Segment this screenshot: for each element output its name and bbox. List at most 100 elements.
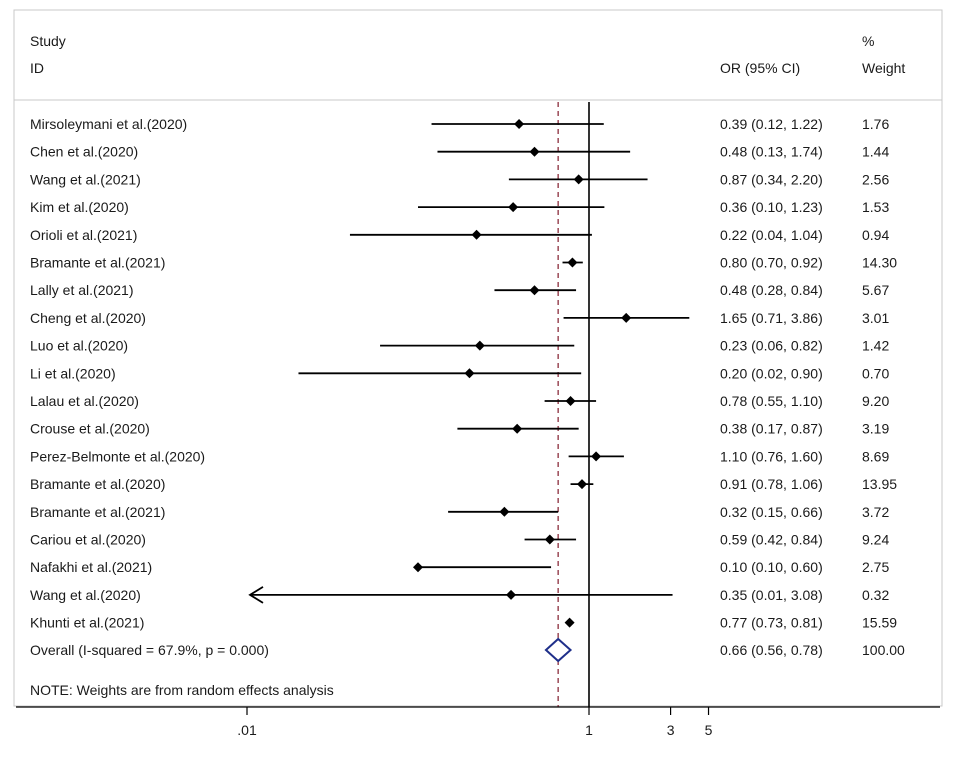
ci-text: 0.20 (0.02, 0.90) (720, 365, 823, 381)
study-row: Cariou et al.(2020) 0.59 (0.42, 0.84) 9.24 (30, 532, 889, 548)
point-estimate-marker (471, 229, 482, 240)
study-label: Cariou et al.(2020) (30, 532, 146, 548)
weight-text: 0.70 (862, 365, 889, 381)
header-study: Study (30, 33, 66, 49)
study-row: Bramante et al.(2021) 0.32 (0.15, 0.66) 3.… (30, 504, 889, 520)
weight-text: 0.94 (862, 227, 889, 243)
point-estimate-marker (529, 146, 540, 157)
ci-text: 0.23 (0.06, 0.82) (720, 338, 823, 354)
header-id: ID (30, 60, 44, 76)
study-label: Khunti et al.(2021) (30, 615, 144, 631)
ci-text: 0.10 (0.10, 0.60) (720, 559, 823, 575)
ci-text: 1.10 (0.76, 1.60) (720, 448, 823, 464)
study-label: Mirsoleymani et al.(2020) (30, 116, 187, 132)
weight-text: 1.44 (862, 144, 889, 160)
point-estimate-marker (544, 534, 555, 545)
ci-text: 0.35 (0.01, 3.08) (720, 587, 823, 603)
study-row: Li et al.(2020) 0.20 (0.02, 0.90) 0.70 (30, 365, 889, 381)
study-row: Crouse et al.(2020) 0.38 (0.17, 0.87) 3.19 (30, 421, 889, 437)
study-label: Li et al.(2020) (30, 365, 116, 381)
plot-frame (13, 9, 943, 707)
study-row: Nafakhi et al.(2021) 0.10 (0.10, 0.60) 2.7… (30, 559, 889, 575)
weight-text: 5.67 (862, 282, 889, 298)
weight-text: 8.69 (862, 448, 889, 464)
point-estimate-marker (514, 119, 525, 129)
point-estimate-marker (564, 617, 575, 628)
study-row: Kim et al.(2020) 0.36 (0.10, 1.23) 1.53 (30, 199, 889, 215)
ci-text: 0.38 (0.17, 0.87) (720, 421, 823, 437)
study-label: Perez-Belmonte et al.(2020) (30, 448, 205, 464)
x-ticks: .01 1 3 5 (237, 707, 713, 738)
study-label: Orioli et al.(2021) (30, 227, 137, 243)
study-label: Cheng et al.(2020) (30, 310, 146, 326)
study-row: Mirsoleymani et al.(2020) 0.39 (0.12, 1.2… (30, 116, 889, 132)
weight-text: 3.01 (862, 310, 889, 326)
ci-text: 0.87 (0.34, 2.20) (720, 171, 823, 187)
ci-text: 0.39 (0.12, 1.22) (720, 116, 823, 132)
overall-weight: 100.00 (862, 642, 905, 658)
ci-text: 0.48 (0.28, 0.84) (720, 282, 823, 298)
x-tick-label: 1 (585, 722, 593, 738)
point-estimate-marker (567, 257, 578, 268)
weight-text: 14.30 (862, 255, 897, 271)
study-label: Chen et al.(2020) (30, 144, 138, 160)
point-estimate-marker (512, 423, 523, 434)
header-weight: Weight (862, 60, 905, 76)
study-row: Lalau et al.(2020) 0.78 (0.55, 1.10) 9.20 (30, 393, 889, 409)
point-estimate-marker (591, 451, 602, 462)
study-row: Chen et al.(2020) 0.48 (0.13, 1.74) 1.44 (30, 144, 889, 160)
ci-text: 1.65 (0.71, 3.86) (720, 310, 823, 326)
ci-text: 0.80 (0.70, 0.92) (720, 255, 823, 271)
study-label: Lally et al.(2021) (30, 282, 134, 298)
weight-text: 1.53 (862, 199, 889, 215)
ci-text: 0.48 (0.13, 1.74) (720, 144, 823, 160)
study-label: Wang et al.(2020) (30, 587, 141, 603)
weight-text: 2.56 (862, 171, 889, 187)
study-label: Luo et al.(2020) (30, 338, 128, 354)
header-effect: OR (95% CI) (720, 60, 800, 76)
study-label: Lalau et al.(2020) (30, 393, 139, 409)
study-row: Bramante et al.(2020) 0.91 (0.78, 1.06) 13… (30, 476, 897, 492)
weight-text: 3.72 (862, 504, 889, 520)
overall-ci-text: 0.66 (0.56, 0.78) (720, 642, 823, 658)
study-label: Kim et al.(2020) (30, 199, 129, 215)
weight-text: 15.59 (862, 615, 897, 631)
study-row: Perez-Belmonte et al.(2020) 1.10 (0.76, 1… (30, 448, 889, 464)
study-label: Wang et al.(2021) (30, 171, 141, 187)
study-label: Bramante et al.(2020) (30, 476, 165, 492)
ci-text: 0.77 (0.73, 0.81) (720, 615, 823, 631)
point-estimate-marker (529, 285, 540, 296)
header-percent: % (862, 33, 874, 49)
weight-text: 1.76 (862, 116, 889, 132)
x-tick-label: 3 (667, 722, 675, 738)
ci-text: 0.59 (0.42, 0.84) (720, 532, 823, 548)
overall-diamond (544, 637, 573, 663)
x-tick-label: 5 (705, 722, 713, 738)
ci-text: 0.91 (0.78, 1.06) (720, 476, 823, 492)
point-estimate-marker (506, 589, 517, 600)
point-estimate-marker (573, 174, 584, 185)
study-row: Wang et al.(2020) 0.35 (0.01, 3.08) 0.32 (30, 586, 889, 604)
study-label: Bramante et al.(2021) (30, 255, 165, 271)
study-rows: Mirsoleymani et al.(2020) 0.39 (0.12, 1.2… (30, 116, 897, 631)
point-estimate-marker (576, 479, 587, 490)
study-row: Lally et al.(2021) 0.48 (0.28, 0.84) 5.67 (30, 282, 889, 298)
footnote: NOTE: Weights are from random effects an… (30, 682, 334, 698)
weight-text: 1.42 (862, 338, 889, 354)
point-estimate-marker (508, 202, 519, 213)
weight-text: 3.19 (862, 421, 889, 437)
point-estimate-marker (474, 340, 485, 351)
ci-text: 0.22 (0.04, 1.04) (720, 227, 823, 243)
study-label: Nafakhi et al.(2021) (30, 559, 152, 575)
study-row: Orioli et al.(2021) 0.22 (0.04, 1.04) 0.94 (30, 227, 889, 243)
study-label: Crouse et al.(2020) (30, 421, 150, 437)
weight-text: 9.24 (862, 532, 889, 548)
weight-text: 13.95 (862, 476, 897, 492)
ci-arrow (248, 586, 264, 604)
weight-text: 0.32 (862, 587, 889, 603)
study-row: Cheng et al.(2020) 1.65 (0.71, 3.86) 3.01 (30, 310, 889, 326)
ci-text: 0.36 (0.10, 1.23) (720, 199, 823, 215)
ci-text: 0.32 (0.15, 0.66) (720, 504, 823, 520)
x-tick-label: .01 (237, 722, 257, 738)
